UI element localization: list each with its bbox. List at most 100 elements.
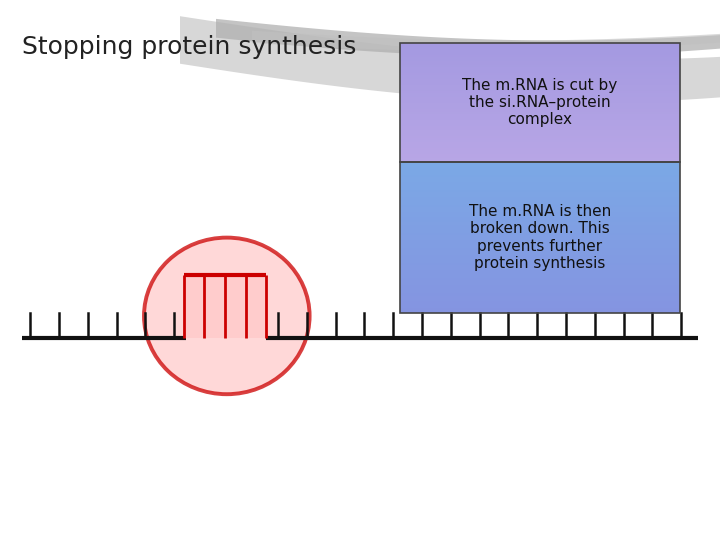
Bar	[400, 182, 680, 185]
Bar	[400, 248, 680, 250]
Bar	[400, 162, 680, 313]
Bar	[400, 81, 680, 83]
Bar	[400, 97, 680, 99]
Bar	[400, 220, 680, 222]
Bar	[400, 250, 680, 253]
Bar	[400, 286, 680, 288]
Bar	[400, 105, 680, 106]
Bar	[400, 146, 680, 148]
Bar	[400, 61, 680, 63]
Bar	[400, 114, 680, 117]
Bar	[400, 136, 680, 138]
Bar	[400, 100, 680, 103]
Bar	[400, 218, 680, 220]
Bar	[400, 117, 680, 118]
Polygon shape	[252, 31, 720, 51]
Bar	[400, 202, 680, 205]
Bar	[400, 310, 680, 313]
Bar	[400, 298, 680, 301]
Text: The m.RNA is then
broken down. This
prevents further
protein synthesis: The m.RNA is then broken down. This prev…	[469, 204, 611, 271]
Bar	[400, 187, 680, 190]
Text: The m.RNA is cut by
the si.RNA–protein
complex: The m.RNA is cut by the si.RNA–protein c…	[462, 78, 618, 127]
Bar	[400, 192, 680, 195]
Bar	[400, 55, 680, 57]
Bar	[400, 75, 680, 77]
Bar	[400, 301, 680, 303]
Bar	[400, 295, 680, 298]
Bar	[400, 308, 680, 310]
Bar	[400, 268, 680, 271]
Bar	[400, 306, 680, 308]
Bar	[400, 154, 680, 156]
Bar	[400, 195, 680, 197]
Bar	[400, 253, 680, 255]
Bar	[400, 112, 680, 114]
Bar	[400, 240, 680, 242]
Bar	[400, 43, 680, 162]
Text: Stopping protein synthesis: Stopping protein synthesis	[22, 35, 356, 59]
Bar	[400, 197, 680, 200]
Bar	[400, 156, 680, 158]
Bar	[400, 45, 680, 47]
Bar	[400, 283, 680, 286]
Bar	[400, 152, 680, 154]
Bar	[400, 167, 680, 170]
Bar	[400, 103, 680, 105]
Bar	[400, 265, 680, 268]
Bar	[400, 134, 680, 136]
Bar	[400, 225, 680, 227]
Bar	[400, 77, 680, 79]
Bar	[400, 53, 680, 55]
Bar	[400, 49, 680, 51]
Bar	[400, 129, 680, 130]
Bar	[400, 215, 680, 218]
Bar	[400, 230, 680, 233]
Bar	[400, 255, 680, 258]
Bar	[400, 138, 680, 140]
Bar	[400, 242, 680, 245]
Bar	[400, 123, 680, 124]
Bar	[400, 89, 680, 91]
Bar	[400, 69, 680, 71]
Bar	[400, 190, 680, 192]
Bar	[400, 65, 680, 67]
Bar	[400, 43, 680, 45]
Bar	[400, 174, 680, 177]
Bar	[400, 111, 680, 112]
Bar	[400, 185, 680, 187]
Bar	[400, 132, 680, 134]
Bar	[400, 59, 680, 61]
Bar	[400, 109, 680, 111]
Polygon shape	[180, 16, 720, 103]
Bar	[400, 162, 680, 165]
Bar	[400, 210, 680, 212]
Bar	[400, 124, 680, 126]
Bar	[400, 160, 680, 162]
Bar	[400, 260, 680, 263]
Bar	[400, 293, 680, 295]
Bar	[400, 158, 680, 160]
Bar	[400, 233, 680, 235]
Bar	[400, 205, 680, 207]
Bar	[400, 67, 680, 69]
Bar	[400, 91, 680, 93]
Bar	[400, 94, 680, 97]
Bar	[400, 200, 680, 202]
Bar	[400, 118, 680, 120]
Bar	[400, 63, 680, 65]
Bar	[400, 212, 680, 215]
Bar	[400, 278, 680, 280]
Bar	[400, 263, 680, 265]
Ellipse shape	[144, 238, 310, 394]
Bar	[400, 126, 680, 129]
Bar	[400, 106, 680, 109]
Bar	[400, 207, 680, 210]
Bar	[400, 271, 680, 273]
Bar	[400, 144, 680, 146]
Bar	[400, 170, 680, 172]
Bar	[400, 177, 680, 180]
Bar	[400, 85, 680, 87]
Bar	[400, 47, 680, 49]
Bar	[400, 99, 680, 100]
Bar	[400, 73, 680, 75]
